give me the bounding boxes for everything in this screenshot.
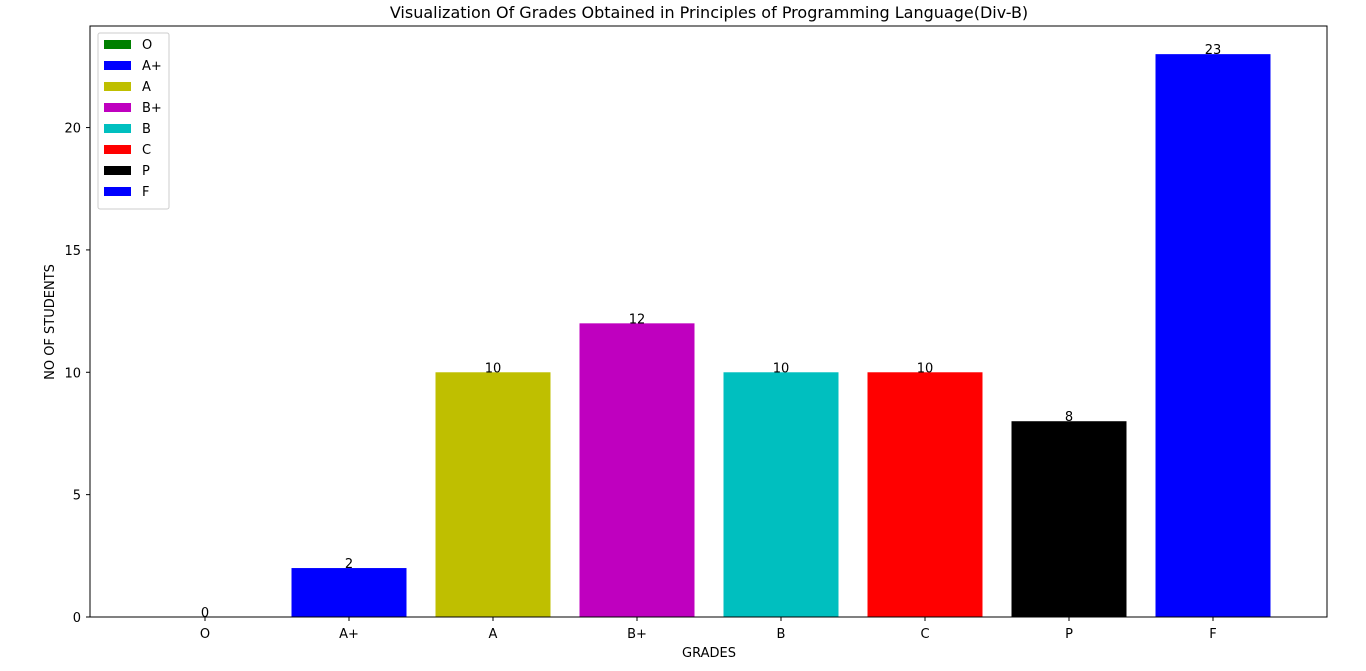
x-axis-title: GRADES <box>682 646 736 661</box>
plot-frame <box>89 25 1328 618</box>
legend-label-F: F <box>142 185 149 200</box>
legend-label-P: P <box>142 164 150 179</box>
bar-B <box>723 372 839 617</box>
data-label-F: 23 <box>1205 43 1222 58</box>
legend-swatch-F <box>104 187 131 196</box>
legend-swatch-B <box>104 124 131 133</box>
legend-swatch-C <box>104 145 131 154</box>
legend-label-A: A <box>142 80 151 95</box>
legend-swatch-A <box>104 82 131 91</box>
x-tick-label-P: P <box>1065 627 1073 642</box>
y-tick-label-20: 20 <box>64 122 81 137</box>
legend-label-O: O <box>142 38 152 53</box>
y-tick-label-15: 15 <box>64 244 81 259</box>
x-axis: O A+ A B+ B C P F <box>200 617 1217 642</box>
y-axis-title: NO OF STUDENTS <box>43 264 58 380</box>
x-tick-label-A+: A+ <box>339 627 359 642</box>
x-tick-label-C: C <box>920 627 929 642</box>
bar-A <box>435 372 551 617</box>
y-tick-label-0: 0 <box>73 611 81 626</box>
bar-P <box>1011 421 1127 617</box>
legend-label-A+: A+ <box>142 59 162 74</box>
data-label-A: 10 <box>485 361 502 376</box>
legend-label-B: B <box>142 122 151 137</box>
bar-F <box>1155 54 1271 617</box>
legend-label-B+: B+ <box>142 101 162 116</box>
data-label-C: 10 <box>917 361 934 376</box>
data-label-B+: 12 <box>629 312 646 327</box>
x-tick-label-A: A <box>489 627 498 642</box>
data-label-O: 0 <box>201 606 209 621</box>
plot-area <box>90 26 1327 617</box>
legend-swatch-B+ <box>104 103 131 112</box>
x-tick-label-B: B <box>777 627 786 642</box>
x-tick-label-B+: B+ <box>627 627 647 642</box>
y-axis: 0 5 10 15 20 <box>64 122 90 626</box>
data-label-B: 10 <box>773 361 790 376</box>
legend-swatch-O <box>104 40 131 49</box>
legend-swatch-P <box>104 166 131 175</box>
data-labels-group: 0 2 10 12 10 10 8 23 <box>201 43 1221 621</box>
y-tick-label-5: 5 <box>73 489 81 504</box>
bar-A+ <box>291 568 407 617</box>
data-label-P: 8 <box>1065 410 1073 425</box>
legend-label-C: C <box>142 143 151 158</box>
bars-group <box>291 54 1271 617</box>
y-tick-label-10: 10 <box>64 366 81 381</box>
chart-title: Visualization Of Grades Obtained in Prin… <box>390 3 1028 22</box>
data-label-A+: 2 <box>345 557 353 572</box>
legend-frame <box>97 32 170 210</box>
legend-swatch-A+ <box>104 61 131 70</box>
x-tick-label-O: O <box>200 627 210 642</box>
x-tick-label-F: F <box>1209 627 1216 642</box>
bar-C <box>867 372 983 617</box>
bar-B+ <box>579 323 695 617</box>
